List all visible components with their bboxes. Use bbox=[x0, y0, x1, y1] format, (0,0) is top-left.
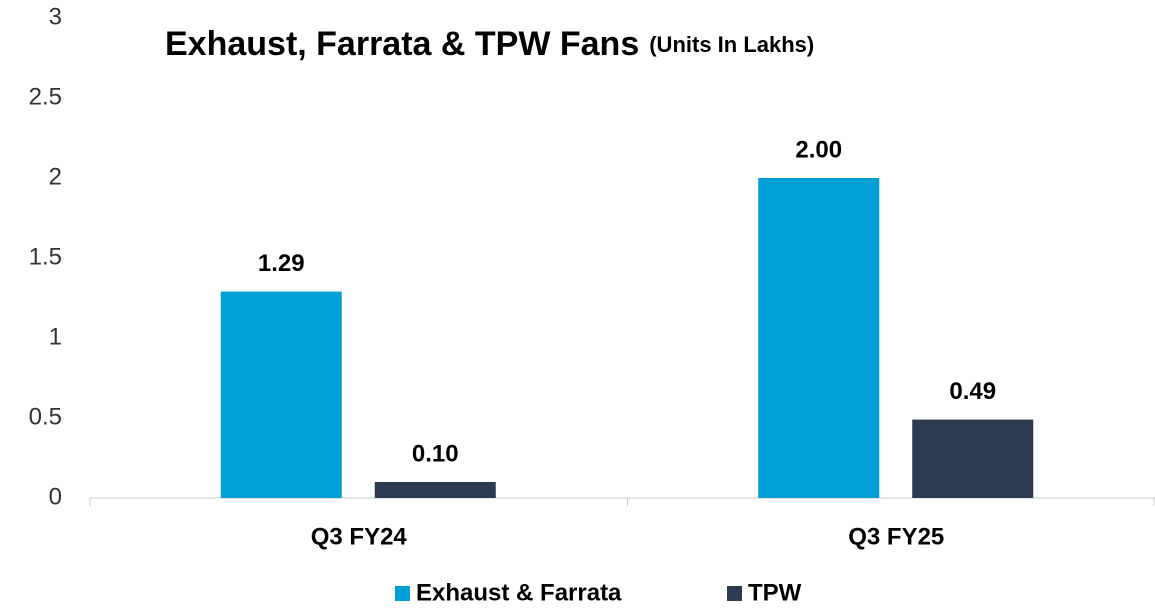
bar bbox=[220, 291, 342, 498]
subtitle: (Units In Lakhs) bbox=[649, 32, 814, 57]
chart-title: Exhaust, Farrata & TPW Fans (Units In Lak… bbox=[165, 25, 814, 63]
legend-label: TPW bbox=[748, 579, 802, 606]
bar bbox=[758, 178, 880, 498]
y-tick-label: 1.5 bbox=[29, 243, 62, 270]
x-tick-label: Q3 FY24 bbox=[311, 523, 408, 550]
legend-swatch bbox=[395, 586, 410, 601]
y-tick-label: 0 bbox=[49, 483, 62, 510]
bar bbox=[912, 419, 1034, 498]
y-tick-label: 2.5 bbox=[29, 83, 62, 110]
bar bbox=[374, 482, 496, 498]
value-label: 0.49 bbox=[949, 378, 996, 405]
value-label: 0.10 bbox=[412, 440, 459, 467]
legend-swatch bbox=[727, 586, 742, 601]
y-tick-label: 3 bbox=[49, 3, 62, 30]
y-tick-label: 2 bbox=[49, 163, 62, 190]
title: Exhaust, Farrata & TPW Fans bbox=[165, 25, 639, 63]
value-label: 1.29 bbox=[258, 250, 305, 277]
legend-label: Exhaust & Farrata bbox=[416, 579, 622, 606]
y-tick-label: 1 bbox=[49, 323, 62, 350]
y-tick-label: 0.5 bbox=[29, 403, 62, 430]
x-tick-label: Q3 FY25 bbox=[848, 523, 944, 550]
value-label: 2.00 bbox=[795, 136, 842, 163]
